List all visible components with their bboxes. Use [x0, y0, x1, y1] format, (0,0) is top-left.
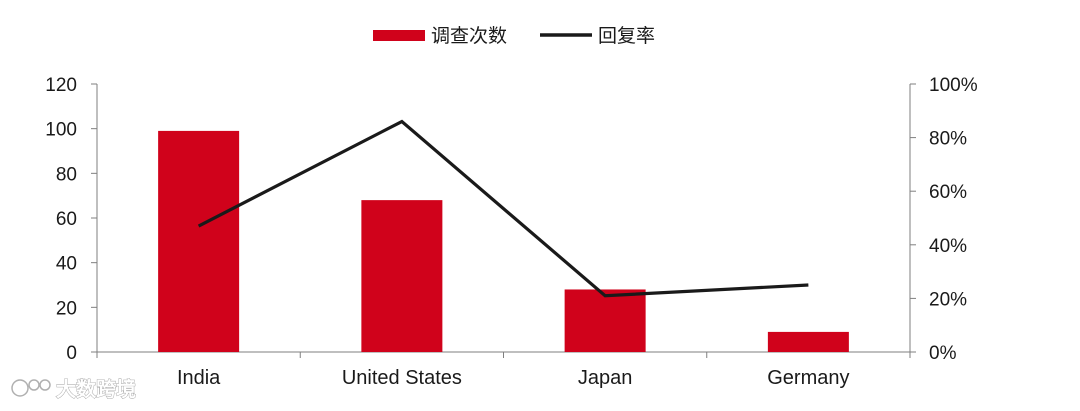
y-right-tick-label: 60% — [929, 182, 967, 203]
watermark-logo-dot — [39, 379, 51, 391]
y-left-tick-label: 120 — [45, 75, 77, 96]
bar-series — [158, 130, 849, 352]
bar-germany — [767, 331, 849, 352]
category-label: India — [177, 367, 221, 389]
watermark-logo-dot — [28, 379, 40, 391]
y-right-tick-label: 100% — [929, 75, 978, 96]
line-series — [197, 119, 809, 298]
category-label: Japan — [578, 367, 633, 389]
legend-label-bar: 调查次数 — [431, 25, 507, 47]
watermark-logo-icon — [11, 379, 51, 397]
watermark-text: 大数跨境 — [56, 377, 136, 401]
y-left-tick-label: 80 — [56, 164, 77, 185]
y-left-tick-label: 0 — [66, 343, 77, 364]
y-left-tick-label: 20 — [56, 298, 77, 319]
watermark-logo-ring — [11, 379, 29, 397]
category-labels: India United States Japan Germany — [177, 367, 850, 389]
bar-united-states — [361, 200, 443, 352]
legend-label-line: 回复率 — [598, 25, 655, 47]
y-left-tick-label: 60 — [56, 209, 77, 230]
reply-rate-line — [197, 119, 809, 298]
bar-india — [158, 130, 240, 352]
y-right-tick-label: 0% — [929, 343, 957, 364]
y-left-tick-label: 40 — [56, 254, 77, 275]
axes: 0 20 40 60 80 100 120 0% 20% 40% 60% 80% 100% — [45, 75, 977, 364]
y-right-tick-label: 80% — [929, 129, 967, 150]
bar-japan — [564, 289, 646, 352]
y-left-tick-label: 100 — [45, 120, 77, 141]
y-right-tick-label: 20% — [929, 289, 967, 310]
legend-swatch-bar — [373, 30, 425, 41]
legend: 调查次数 回复率 — [373, 25, 655, 47]
y-right-tick-label: 40% — [929, 236, 967, 257]
watermark: 大数跨境 — [11, 377, 136, 401]
category-label: United States — [342, 367, 462, 389]
category-label: Germany — [767, 367, 849, 389]
